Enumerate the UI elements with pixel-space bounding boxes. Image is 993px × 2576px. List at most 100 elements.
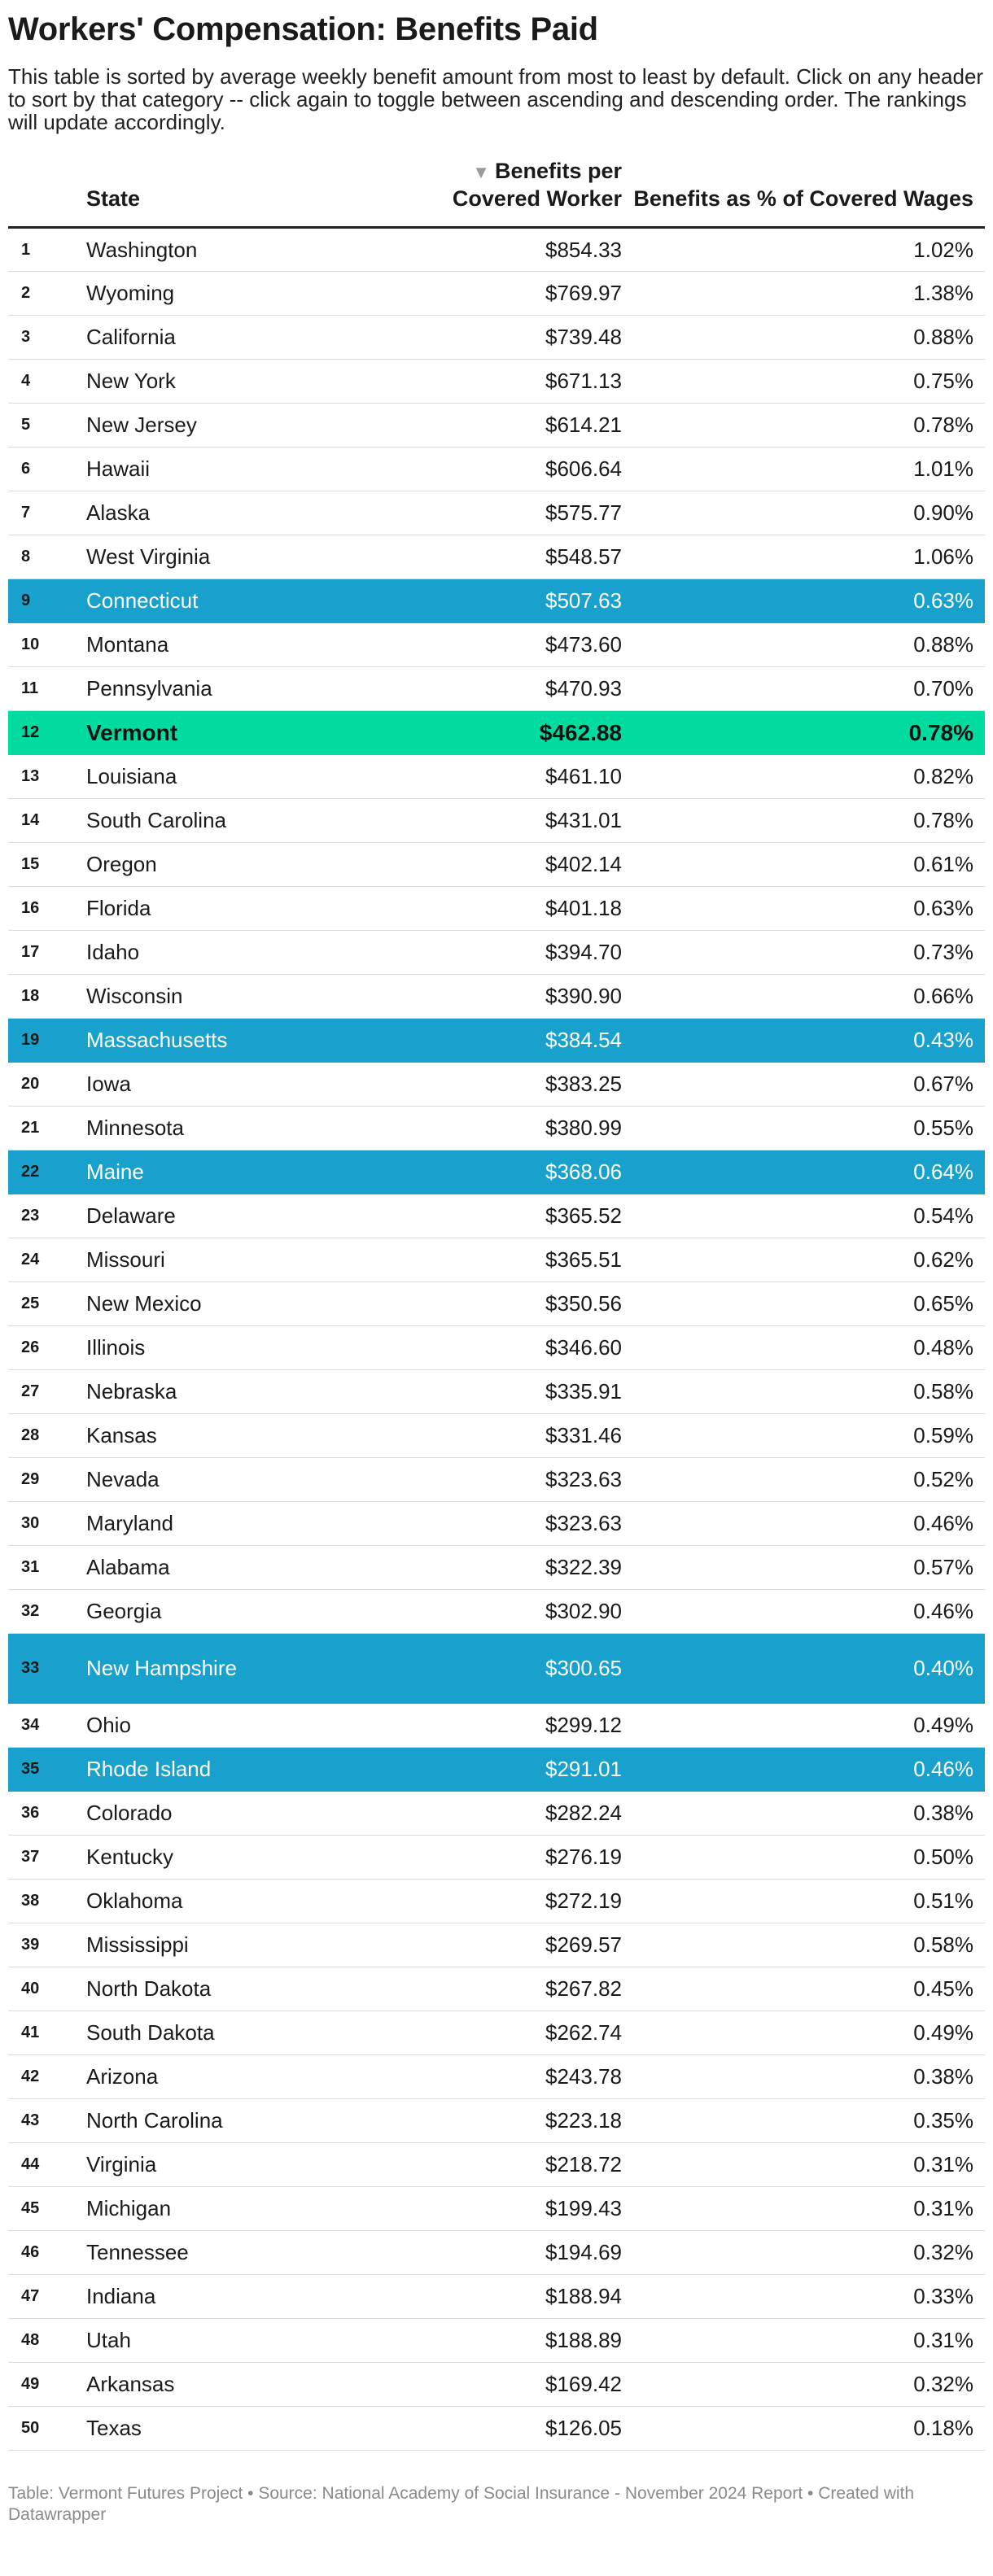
rank-cell: 12 xyxy=(8,710,86,755)
table-row: 8 West Virginia $548.57 1.06% xyxy=(8,535,985,579)
state-cell: North Dakota xyxy=(86,1967,396,2011)
table-row: 17 Idaho $394.70 0.73% xyxy=(8,930,985,975)
benefits-cell: $346.60 xyxy=(396,1325,632,1370)
table-row: 16 Florida $401.18 0.63% xyxy=(8,886,985,931)
pct-cell: 0.62% xyxy=(632,1238,985,1282)
benefits-cell: $401.18 xyxy=(396,886,632,931)
table-row: 21 Minnesota $380.99 0.55% xyxy=(8,1106,985,1150)
header-benefits-per-worker[interactable]: ▼ Benefits per Covered Worker xyxy=(396,158,632,229)
state-cell: Florida xyxy=(86,886,396,931)
state-cell: Colorado xyxy=(86,1791,396,1836)
pct-cell: 0.55% xyxy=(632,1106,985,1150)
rank-cell: 9 xyxy=(8,579,86,623)
rank-cell: 41 xyxy=(8,2011,86,2055)
table-row: 4 New York $671.13 0.75% xyxy=(8,359,985,404)
benefits-cell: $169.42 xyxy=(396,2362,632,2407)
rank-cell: 6 xyxy=(8,447,86,491)
table-row: 24 Missouri $365.51 0.62% xyxy=(8,1238,985,1282)
state-cell: Maine xyxy=(86,1150,396,1194)
benefits-cell: $282.24 xyxy=(396,1791,632,1836)
table-row: 15 Oregon $402.14 0.61% xyxy=(8,842,985,887)
pct-cell: 0.31% xyxy=(632,2142,985,2187)
table-row: 9 Connecticut $507.63 0.63% xyxy=(8,579,985,623)
state-cell: Texas xyxy=(86,2406,396,2451)
table-row: 44 Virginia $218.72 0.31% xyxy=(8,2142,985,2187)
table-row: 48 Utah $188.89 0.31% xyxy=(8,2318,985,2363)
state-cell: Louisiana xyxy=(86,754,396,799)
table-row: 25 New Mexico $350.56 0.65% xyxy=(8,1281,985,1326)
benefits-cell: $507.63 xyxy=(396,579,632,623)
rank-cell: 11 xyxy=(8,666,86,711)
table-row: 5 New Jersey $614.21 0.78% xyxy=(8,403,985,448)
rank-cell: 33 xyxy=(8,1633,86,1704)
table-header: State ▼ Benefits per Covered Worker Benef… xyxy=(8,158,985,229)
header-rank[interactable] xyxy=(8,158,86,229)
table-row: 22 Maine $368.06 0.64% xyxy=(8,1150,985,1194)
table-row: 38 Oklahoma $272.19 0.51% xyxy=(8,1879,985,1923)
pct-cell: 0.66% xyxy=(632,974,985,1019)
pct-cell: 0.46% xyxy=(632,1747,985,1792)
state-cell: Georgia xyxy=(86,1589,396,1634)
pct-cell: 0.64% xyxy=(632,1150,985,1194)
benefits-cell: $323.63 xyxy=(396,1457,632,1502)
state-cell: Alabama xyxy=(86,1545,396,1590)
table-row: 10 Montana $473.60 0.88% xyxy=(8,622,985,667)
rank-cell: 13 xyxy=(8,754,86,799)
rank-cell: 17 xyxy=(8,930,86,975)
rank-cell: 29 xyxy=(8,1457,86,1502)
rank-cell: 10 xyxy=(8,622,86,667)
rank-cell: 35 xyxy=(8,1747,86,1792)
benefits-cell: $331.46 xyxy=(396,1413,632,1458)
benefits-cell: $323.63 xyxy=(396,1501,632,1546)
header-benefits-label: Benefits per Covered Worker xyxy=(452,159,622,211)
table-row: 14 South Carolina $431.01 0.78% xyxy=(8,798,985,843)
benefits-cell: $188.94 xyxy=(396,2274,632,2319)
pct-cell: 0.78% xyxy=(632,403,985,448)
state-cell: Oregon xyxy=(86,842,396,887)
benefits-cell: $199.43 xyxy=(396,2186,632,2231)
rank-cell: 14 xyxy=(8,798,86,843)
table-description: This table is sorted by average weekly b… xyxy=(8,64,984,134)
state-cell: Arkansas xyxy=(86,2362,396,2407)
pct-cell: 0.58% xyxy=(632,1923,985,1967)
pct-cell: 0.65% xyxy=(632,1281,985,1326)
benefits-cell: $126.05 xyxy=(396,2406,632,2451)
rank-cell: 15 xyxy=(8,842,86,887)
benefits-cell: $269.57 xyxy=(396,1923,632,1967)
benefits-cell: $300.65 xyxy=(396,1633,632,1704)
benefits-cell: $384.54 xyxy=(396,1018,632,1063)
table-row: 13 Louisiana $461.10 0.82% xyxy=(8,754,985,799)
pct-cell: 0.59% xyxy=(632,1413,985,1458)
state-cell: Washington xyxy=(86,227,396,272)
pct-cell: 0.31% xyxy=(632,2186,985,2231)
table-row: 46 Tennessee $194.69 0.32% xyxy=(8,2230,985,2275)
state-cell: Mississippi xyxy=(86,1923,396,1967)
table-row: 47 Indiana $188.94 0.33% xyxy=(8,2274,985,2319)
table-row: 37 Kentucky $276.19 0.50% xyxy=(8,1835,985,1880)
state-cell: Nevada xyxy=(86,1457,396,1502)
rank-cell: 47 xyxy=(8,2274,86,2319)
state-cell: Pennsylvania xyxy=(86,666,396,711)
rank-cell: 37 xyxy=(8,1835,86,1880)
header-state[interactable]: State xyxy=(86,158,396,229)
benefits-cell: $548.57 xyxy=(396,535,632,579)
rank-cell: 25 xyxy=(8,1281,86,1326)
pct-cell: 0.49% xyxy=(632,1703,985,1748)
table-row: 26 Illinois $346.60 0.48% xyxy=(8,1325,985,1370)
table-row: 18 Wisconsin $390.90 0.66% xyxy=(8,974,985,1019)
state-cell: New York xyxy=(86,359,396,404)
state-cell: Illinois xyxy=(86,1325,396,1370)
state-cell: Wisconsin xyxy=(86,974,396,1019)
state-cell: Oklahoma xyxy=(86,1879,396,1923)
rank-cell: 24 xyxy=(8,1238,86,1282)
header-benefits-pct-wages[interactable]: Benefits as % of Covered Wages xyxy=(632,158,985,229)
table-row: 28 Kansas $331.46 0.59% xyxy=(8,1413,985,1458)
benefits-cell: $470.93 xyxy=(396,666,632,711)
state-cell: West Virginia xyxy=(86,535,396,579)
table-row: 1 Washington $854.33 1.02% xyxy=(8,227,985,272)
rank-cell: 20 xyxy=(8,1062,86,1107)
state-cell: Michigan xyxy=(86,2186,396,2231)
table-row: 19 Massachusetts $384.54 0.43% xyxy=(8,1018,985,1063)
rank-cell: 8 xyxy=(8,535,86,579)
table-row: 35 Rhode Island $291.01 0.46% xyxy=(8,1747,985,1792)
